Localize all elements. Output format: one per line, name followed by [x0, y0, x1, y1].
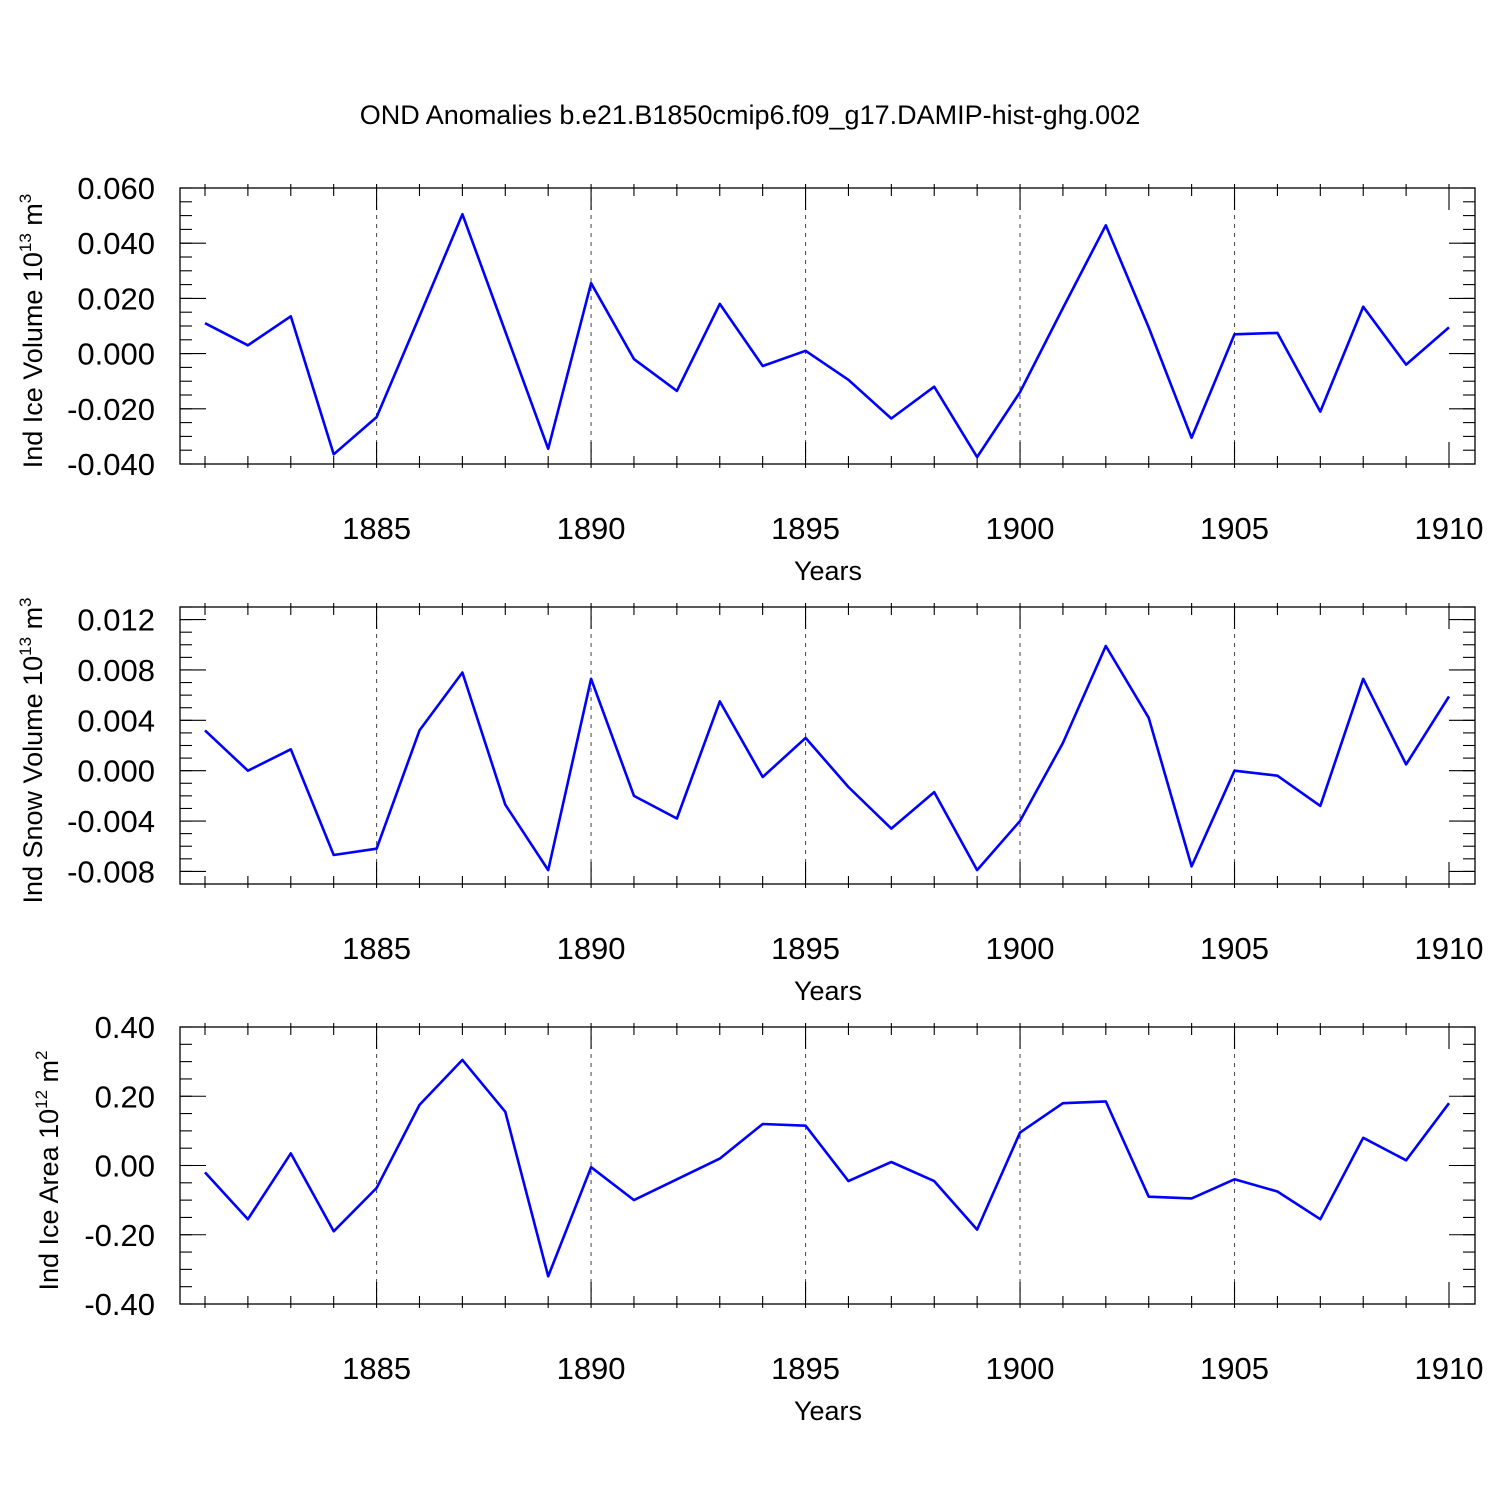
x-tick-label: 1905	[1200, 1351, 1269, 1386]
y-tick-label: 0.000	[77, 337, 155, 372]
x-tick-label: 1900	[986, 511, 1055, 546]
x-tick-label: 1910	[1415, 511, 1484, 546]
data-series-line	[204, 1058, 1451, 1278]
y-tick-label: 0.004	[77, 703, 155, 738]
x-tick-label: 1885	[342, 511, 411, 546]
y-tick-label: 0.040	[77, 226, 155, 261]
plot-frame	[179, 187, 1476, 465]
x-axis-title: Years	[794, 1396, 862, 1426]
y-tick-label: -0.008	[67, 854, 155, 889]
plot-frame	[179, 606, 1476, 885]
ice-volume-panel: 1885 1890 1895 1900 1905 1910 -0.040 -0.020 0.00…	[16, 171, 1483, 586]
plot-frame	[179, 1026, 1476, 1305]
x-tick-label: 1895	[771, 1351, 840, 1386]
x-tick-label: 1905	[1200, 931, 1269, 966]
x-axis-title: Years	[794, 556, 862, 586]
x-tick-label: 1895	[771, 511, 840, 546]
data-series-line	[204, 212, 1450, 459]
x-tick-label: 1890	[557, 931, 626, 966]
y-tick-label: 0.012	[77, 603, 155, 638]
x-tick-label: 1885	[342, 1351, 411, 1386]
x-tick-label: 1885	[342, 931, 411, 966]
snow-volume-panel: 1885 1890 1895 1900 1905 1910 -0.008 -0.004 0.00…	[16, 597, 1483, 1006]
y-tick-label: -0.004	[67, 804, 155, 839]
y-tick-label: -0.40	[84, 1287, 155, 1322]
y-tick-label: 0.00	[95, 1149, 155, 1184]
y-axis-title: Ind Ice Area 1012 m2	[32, 1050, 64, 1290]
x-tick-label: 1895	[771, 931, 840, 966]
y-axis-title: Ind Snow Volume 1013 m3	[16, 597, 48, 903]
data-series-line	[204, 644, 1451, 872]
x-tick-label: 1900	[986, 1351, 1055, 1386]
chart-title: OND Anomalies b.e21.B1850cmip6.f09_g17.D…	[360, 100, 1140, 130]
y-tick-label: 0.20	[95, 1079, 155, 1114]
x-tick-label: 1890	[557, 511, 626, 546]
x-tick-label: 1890	[557, 1351, 626, 1386]
y-tick-label: 0.000	[77, 754, 155, 789]
y-tick-label: 0.008	[77, 653, 155, 688]
x-tick-label: 1905	[1200, 511, 1269, 546]
x-axis-title: Years	[794, 976, 862, 1006]
x-tick-label: 1900	[986, 931, 1055, 966]
x-tick-label: 1910	[1415, 1351, 1484, 1386]
y-tick-label: -0.040	[67, 447, 155, 482]
y-tick-label: 0.020	[77, 281, 155, 316]
y-tick-label: -0.020	[67, 392, 155, 427]
y-tick-label: 0.40	[95, 1010, 155, 1045]
x-tick-label: 1910	[1415, 931, 1484, 966]
y-tick-label: 0.060	[77, 171, 155, 206]
y-axis-title: Ind Ice Volume 1013 m3	[16, 194, 48, 469]
y-tick-label: -0.20	[84, 1218, 155, 1253]
ice-area-panel: 1885 1890 1895 1900 1905 1910 -0.40 -0.20 0.00 0.…	[32, 1010, 1483, 1426]
